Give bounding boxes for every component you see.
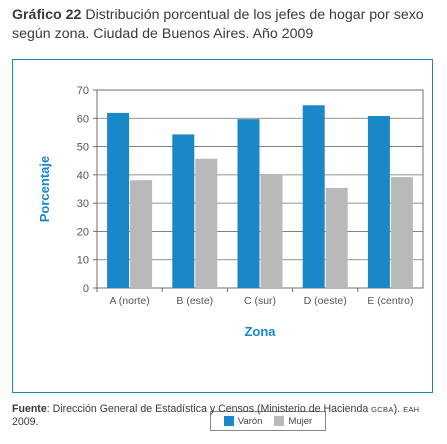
bar-male [172,134,195,288]
bar-female [195,158,218,288]
legend-item-male: Varón [223,415,263,427]
bar-male [237,119,260,289]
source-label: Fuente [12,403,47,415]
x-tick-label: A (norte) [109,295,149,307]
source-abbr-survey: EAH [403,405,420,414]
source-text-main: : Dirección General de Estadística y Cen… [46,403,372,415]
chart-number: Gráfico 22 [12,7,82,23]
bar-male [107,112,130,288]
chart-title-text: Distribución porcentual de los jefes de … [12,7,424,42]
x-axis-title: Zona [244,324,276,339]
bar-chart: 0 10 20 30 40 50 60 70 A (norte) B (este) C (sur) D… [37,85,424,339]
y-tick-label: 0 [83,283,89,295]
x-tick-label: C (sur) [244,295,276,307]
bar-female [260,174,283,288]
bar-female [130,180,153,288]
y-axis-title: Porcentaje [37,156,52,222]
source-text-end: 2009. [12,416,39,428]
y-tick-label: 70 [77,85,89,97]
chart-frame: 0 10 20 30 40 50 60 70 A (norte) B (este) C (sur) D… [12,59,433,431]
chart-legend: Varón Mujer [210,411,326,431]
x-tick-label: B (este) [176,295,213,307]
legend-label-female: Mujer [288,415,313,427]
bar-female [325,187,348,288]
x-tick-label: E (centro) [367,295,413,307]
bar-female [390,177,413,288]
y-tick-label: 40 [77,170,89,182]
legend-item-female: Mujer [274,416,312,427]
legend-label-male: Varón [237,415,263,427]
bar-male [367,116,390,288]
legend-swatch-male [223,416,234,426]
source-note: Fuente: Dirección General de Estadística… [12,403,442,429]
source-text-mid: ). [393,403,404,415]
source-abbr-org: GCBA [371,405,394,414]
y-tick-label: 30 [77,198,89,210]
chart-title: Gráfico 22 Distribución porcentual de lo… [12,6,442,44]
bar-male [302,105,325,288]
legend-swatch-female [274,416,285,426]
y-tick-label: 50 [77,142,89,154]
y-tick-label: 20 [77,226,89,238]
y-tick-label: 60 [77,113,89,125]
y-tick-label: 10 [77,255,89,267]
x-tick-label: D (oeste) [304,295,347,307]
